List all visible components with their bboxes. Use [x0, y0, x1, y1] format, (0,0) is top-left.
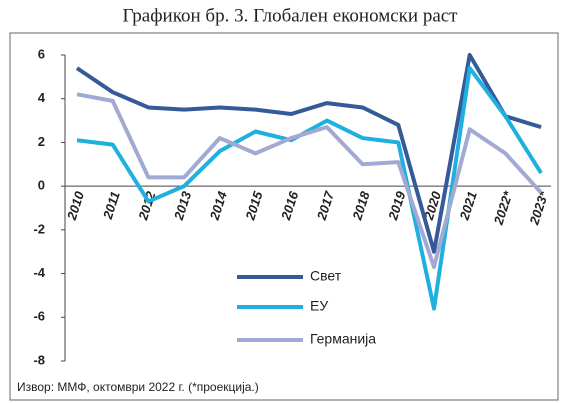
legend-label: ЕУ	[310, 298, 328, 314]
x-tick-label: 2022*	[490, 189, 515, 228]
y-tick-label: 4	[38, 90, 46, 105]
x-tick-label: 2015	[242, 189, 266, 223]
x-tick-label: 2019	[385, 189, 409, 223]
series-line	[75, 53, 542, 254]
x-tick-label: 2011	[100, 189, 123, 221]
legend-label: Свет	[310, 268, 342, 284]
x-tick-label: 2014	[206, 189, 230, 223]
x-tick-label: 2013	[171, 189, 195, 223]
y-tick-label: -6	[33, 309, 45, 324]
y-tick-label: -2	[33, 221, 45, 236]
y-tick-label: 6	[38, 46, 45, 61]
y-tick-label: 2	[38, 134, 45, 149]
chart-title: Графикон бр. 3. Глобален економски раст	[123, 5, 459, 26]
x-tick-label: 2016	[278, 189, 302, 223]
series-line	[76, 66, 543, 311]
y-tick-label: -4	[33, 265, 45, 280]
x-tick-label: 2021	[456, 189, 480, 222]
source: Извор: ММФ, октомври 2022 г. (*проекција…	[17, 380, 259, 394]
frame	[9, 32, 559, 401]
x-tick-label: 2018	[349, 189, 373, 223]
y-tick-label: -8	[33, 352, 45, 367]
series-line	[76, 92, 543, 270]
legend-label: Германија	[310, 331, 376, 347]
x-tick-label: 2023*	[526, 189, 551, 228]
x-tick-label: 2017	[314, 189, 338, 223]
y-tick-label: 0	[38, 178, 45, 193]
x-tick-label: 2012	[135, 189, 159, 223]
x-tick-label: 2010	[64, 189, 88, 223]
